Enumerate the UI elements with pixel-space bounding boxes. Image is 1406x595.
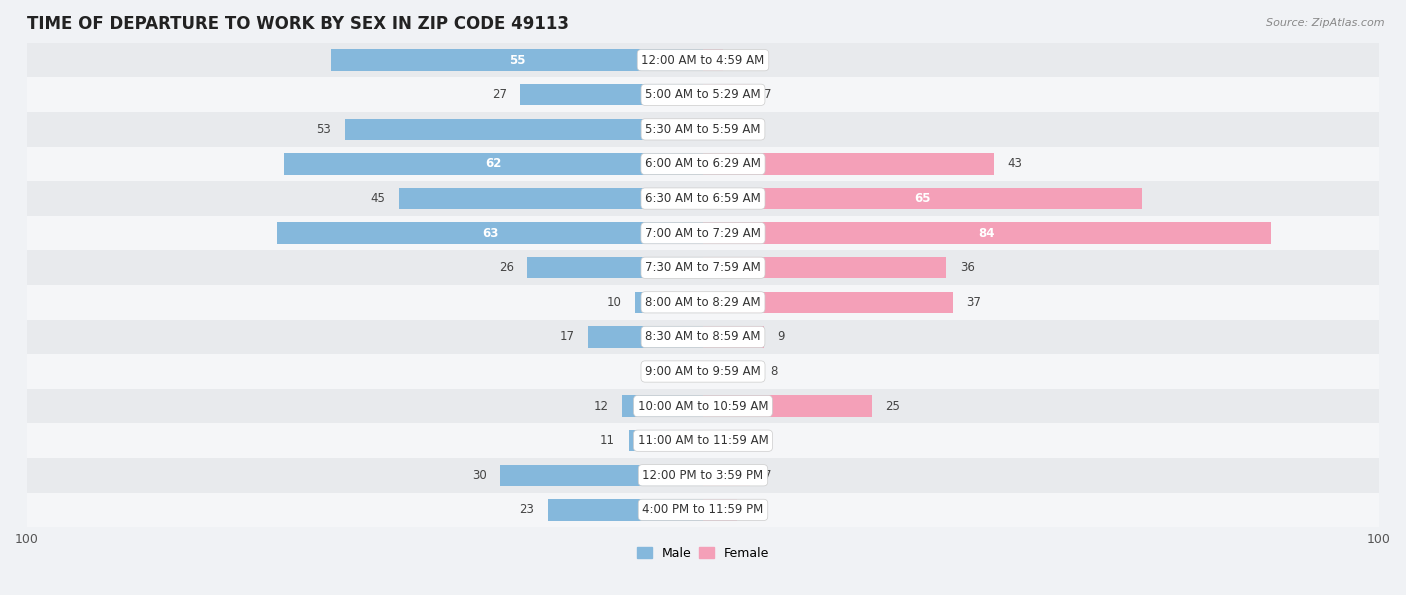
Text: 63: 63 bbox=[482, 227, 498, 240]
Text: 27: 27 bbox=[492, 88, 508, 101]
Bar bbox=[27, 250, 1379, 285]
Text: 3: 3 bbox=[737, 54, 744, 67]
Text: 5: 5 bbox=[751, 503, 758, 516]
Text: 45: 45 bbox=[370, 192, 385, 205]
Text: 17: 17 bbox=[560, 330, 575, 343]
Text: 0: 0 bbox=[717, 434, 724, 447]
Text: 9: 9 bbox=[778, 330, 785, 343]
Bar bbox=[527, 257, 703, 278]
Text: TIME OF DEPARTURE TO WORK BY SEX IN ZIP CODE 49113: TIME OF DEPARTURE TO WORK BY SEX IN ZIP … bbox=[27, 15, 569, 33]
Text: 5:00 AM to 5:29 AM: 5:00 AM to 5:29 AM bbox=[645, 88, 761, 101]
Bar bbox=[703, 257, 946, 278]
Bar bbox=[588, 326, 703, 347]
Text: 65: 65 bbox=[914, 192, 931, 205]
Bar bbox=[621, 395, 703, 417]
Text: 53: 53 bbox=[316, 123, 332, 136]
Text: 11:00 AM to 11:59 AM: 11:00 AM to 11:59 AM bbox=[638, 434, 768, 447]
Text: 6:30 AM to 6:59 AM: 6:30 AM to 6:59 AM bbox=[645, 192, 761, 205]
Bar bbox=[27, 285, 1379, 320]
Text: 10:00 AM to 10:59 AM: 10:00 AM to 10:59 AM bbox=[638, 400, 768, 412]
Bar bbox=[27, 146, 1379, 181]
Bar bbox=[27, 458, 1379, 493]
Bar bbox=[284, 154, 703, 175]
Text: 36: 36 bbox=[960, 261, 974, 274]
Text: 7: 7 bbox=[763, 469, 772, 482]
Text: 37: 37 bbox=[967, 296, 981, 309]
Text: 0: 0 bbox=[682, 365, 689, 378]
Bar bbox=[27, 320, 1379, 354]
Text: Source: ZipAtlas.com: Source: ZipAtlas.com bbox=[1267, 18, 1385, 28]
Text: 10: 10 bbox=[607, 296, 621, 309]
Text: 7:30 AM to 7:59 AM: 7:30 AM to 7:59 AM bbox=[645, 261, 761, 274]
Bar bbox=[27, 77, 1379, 112]
Bar bbox=[703, 361, 756, 382]
Bar bbox=[27, 493, 1379, 527]
Bar bbox=[344, 118, 703, 140]
Bar bbox=[703, 49, 723, 71]
Bar bbox=[703, 84, 751, 105]
Bar bbox=[703, 499, 737, 521]
Bar bbox=[27, 43, 1379, 77]
Text: 12: 12 bbox=[593, 400, 609, 412]
Bar bbox=[703, 118, 730, 140]
Text: 8:00 AM to 8:29 AM: 8:00 AM to 8:29 AM bbox=[645, 296, 761, 309]
Bar bbox=[703, 154, 994, 175]
Text: 12:00 PM to 3:59 PM: 12:00 PM to 3:59 PM bbox=[643, 469, 763, 482]
Text: 25: 25 bbox=[886, 400, 900, 412]
Bar bbox=[703, 223, 1271, 244]
Text: 23: 23 bbox=[519, 503, 534, 516]
Bar bbox=[628, 430, 703, 452]
Text: 43: 43 bbox=[1007, 158, 1022, 170]
Legend: Male, Female: Male, Female bbox=[631, 541, 775, 565]
Text: 55: 55 bbox=[509, 54, 526, 67]
Bar bbox=[703, 292, 953, 313]
Bar bbox=[27, 112, 1379, 146]
Bar bbox=[703, 188, 1143, 209]
Bar bbox=[636, 292, 703, 313]
Text: 6:00 AM to 6:29 AM: 6:00 AM to 6:29 AM bbox=[645, 158, 761, 170]
Bar bbox=[703, 465, 751, 486]
Text: 7: 7 bbox=[763, 88, 772, 101]
Bar bbox=[703, 395, 872, 417]
Text: 11: 11 bbox=[600, 434, 614, 447]
Bar bbox=[27, 354, 1379, 389]
Bar bbox=[547, 499, 703, 521]
Text: 30: 30 bbox=[472, 469, 486, 482]
Bar bbox=[501, 465, 703, 486]
Bar bbox=[703, 326, 763, 347]
Bar bbox=[27, 216, 1379, 250]
Text: 7:00 AM to 7:29 AM: 7:00 AM to 7:29 AM bbox=[645, 227, 761, 240]
Text: 12:00 AM to 4:59 AM: 12:00 AM to 4:59 AM bbox=[641, 54, 765, 67]
Bar bbox=[332, 49, 703, 71]
Text: 8: 8 bbox=[770, 365, 778, 378]
Bar bbox=[399, 188, 703, 209]
Text: 26: 26 bbox=[499, 261, 513, 274]
Text: 62: 62 bbox=[485, 158, 502, 170]
Text: 84: 84 bbox=[979, 227, 995, 240]
Text: 8:30 AM to 8:59 AM: 8:30 AM to 8:59 AM bbox=[645, 330, 761, 343]
Bar bbox=[27, 181, 1379, 216]
Bar bbox=[520, 84, 703, 105]
Bar bbox=[27, 424, 1379, 458]
Text: 4: 4 bbox=[744, 123, 751, 136]
Text: 5:30 AM to 5:59 AM: 5:30 AM to 5:59 AM bbox=[645, 123, 761, 136]
Bar bbox=[27, 389, 1379, 424]
Text: 9:00 AM to 9:59 AM: 9:00 AM to 9:59 AM bbox=[645, 365, 761, 378]
Bar bbox=[277, 223, 703, 244]
Text: 4:00 PM to 11:59 PM: 4:00 PM to 11:59 PM bbox=[643, 503, 763, 516]
